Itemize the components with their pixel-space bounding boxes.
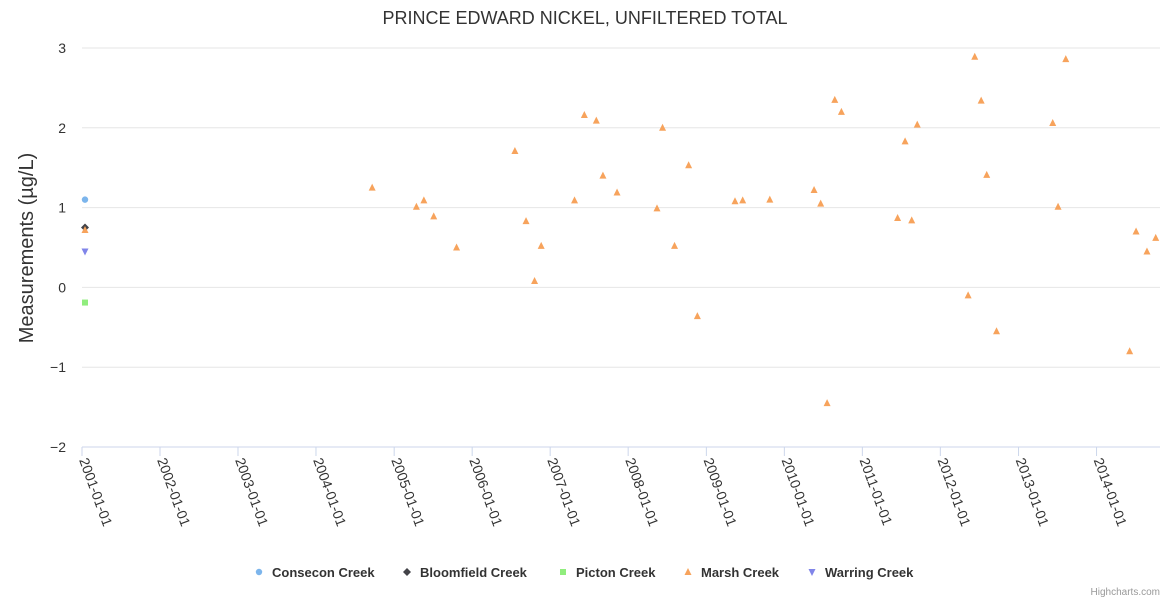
legend-symbol-warring-creek[interactable]: [808, 569, 816, 576]
data-point-marsh-creek[interactable]: [894, 213, 902, 221]
data-point-marsh-creek[interactable]: [412, 202, 420, 210]
data-point-marsh-creek[interactable]: [1132, 227, 1140, 235]
data-point-marsh-creek[interactable]: [659, 123, 667, 131]
data-point-marsh-creek[interactable]: [810, 186, 818, 194]
y-tick-label: 1: [58, 200, 66, 216]
legend-label: Picton Creek: [576, 565, 656, 580]
series-picton-creek: [81, 299, 88, 306]
legend-symbol-bloomfield-creek[interactable]: [403, 568, 411, 576]
legend-label: Warring Creek: [825, 565, 914, 580]
data-point-consecon-creek[interactable]: [81, 196, 89, 203]
data-point-marsh-creek[interactable]: [964, 291, 972, 299]
data-point-marsh-creek[interactable]: [453, 243, 461, 251]
series-marsh-creek: [81, 52, 1160, 407]
legend-symbol-consecon-creek[interactable]: [255, 568, 263, 576]
series-consecon-creek: [81, 196, 89, 203]
data-point-marsh-creek[interactable]: [977, 96, 985, 104]
data-point-marsh-creek[interactable]: [368, 183, 376, 191]
series-warring-creek: [81, 248, 89, 256]
data-point-marsh-creek[interactable]: [1062, 55, 1070, 63]
plot-area: [80, 52, 1160, 407]
data-point-marsh-creek[interactable]: [983, 170, 991, 178]
data-point-marsh-creek[interactable]: [1049, 119, 1057, 127]
legend-item-consecon-creek[interactable]: Consecon Creek: [255, 565, 376, 580]
data-point-marsh-creek[interactable]: [766, 195, 774, 203]
data-point-marsh-creek[interactable]: [430, 212, 438, 220]
legend-label: Marsh Creek: [701, 565, 780, 580]
data-point-marsh-creek[interactable]: [531, 277, 539, 285]
data-point-marsh-creek[interactable]: [511, 146, 519, 154]
data-point-marsh-creek[interactable]: [993, 327, 1001, 335]
data-point-marsh-creek[interactable]: [1054, 202, 1062, 210]
data-point-marsh-creek[interactable]: [901, 137, 909, 145]
data-point-marsh-creek[interactable]: [571, 196, 579, 204]
y-tick-label: 0: [58, 279, 66, 295]
y-tick-label: 2: [58, 120, 66, 136]
data-point-marsh-creek[interactable]: [823, 399, 831, 407]
y-axis-title: Measurements (µg/L): [16, 153, 38, 343]
legend-label: Bloomfield Creek: [420, 565, 528, 580]
data-point-marsh-creek[interactable]: [653, 204, 661, 212]
legend-item-picton-creek[interactable]: Picton Creek: [560, 565, 656, 580]
y-tick-label: −2: [50, 439, 66, 455]
data-point-marsh-creek[interactable]: [693, 312, 701, 320]
y-axis-tick-labels: 3 2 1 0 −1 −2: [50, 40, 66, 455]
data-point-marsh-creek[interactable]: [1126, 347, 1134, 355]
data-point-marsh-creek[interactable]: [592, 116, 600, 124]
legend: Consecon Creek Bloomfield Creek Picton Cre…: [255, 565, 915, 580]
legend-item-marsh-creek[interactable]: Marsh Creek: [684, 565, 780, 580]
data-point-marsh-creek[interactable]: [685, 161, 693, 169]
data-point-marsh-creek[interactable]: [537, 241, 545, 249]
data-point-marsh-creek[interactable]: [671, 241, 679, 249]
data-point-marsh-creek[interactable]: [831, 95, 839, 103]
data-point-marsh-creek[interactable]: [739, 196, 747, 204]
legend-symbol-picton-creek[interactable]: [560, 569, 566, 575]
chart-title: PRINCE EDWARD NICKEL, UNFILTERED TOTAL: [382, 8, 787, 28]
legend-item-bloomfield-creek[interactable]: Bloomfield Creek: [403, 565, 528, 580]
data-point-marsh-creek[interactable]: [817, 199, 825, 207]
data-point-marsh-creek[interactable]: [908, 216, 916, 224]
data-point-marsh-creek[interactable]: [913, 120, 921, 128]
legend-label: Consecon Creek: [272, 565, 375, 580]
legend-symbol-marsh-creek[interactable]: [684, 568, 692, 575]
data-point-picton-creek[interactable]: [81, 299, 88, 306]
data-point-marsh-creek[interactable]: [613, 188, 621, 196]
y-tick-label: −1: [50, 359, 66, 375]
grid-lines: [82, 47, 1160, 368]
data-point-marsh-creek[interactable]: [81, 225, 89, 233]
data-point-marsh-creek[interactable]: [1152, 233, 1160, 241]
data-point-marsh-creek[interactable]: [837, 107, 845, 115]
data-point-marsh-creek[interactable]: [971, 52, 979, 60]
data-point-marsh-creek[interactable]: [1143, 247, 1151, 255]
data-point-marsh-creek[interactable]: [420, 196, 428, 204]
data-point-marsh-creek[interactable]: [599, 171, 607, 179]
legend-item-warring-creek[interactable]: Warring Creek: [808, 565, 915, 580]
data-point-warring-creek[interactable]: [81, 248, 89, 256]
data-point-marsh-creek[interactable]: [580, 111, 588, 119]
y-tick-label: 3: [58, 40, 66, 56]
data-point-marsh-creek[interactable]: [522, 217, 530, 225]
data-point-marsh-creek[interactable]: [731, 197, 739, 205]
credits-link[interactable]: Highcharts.com: [1091, 587, 1160, 598]
